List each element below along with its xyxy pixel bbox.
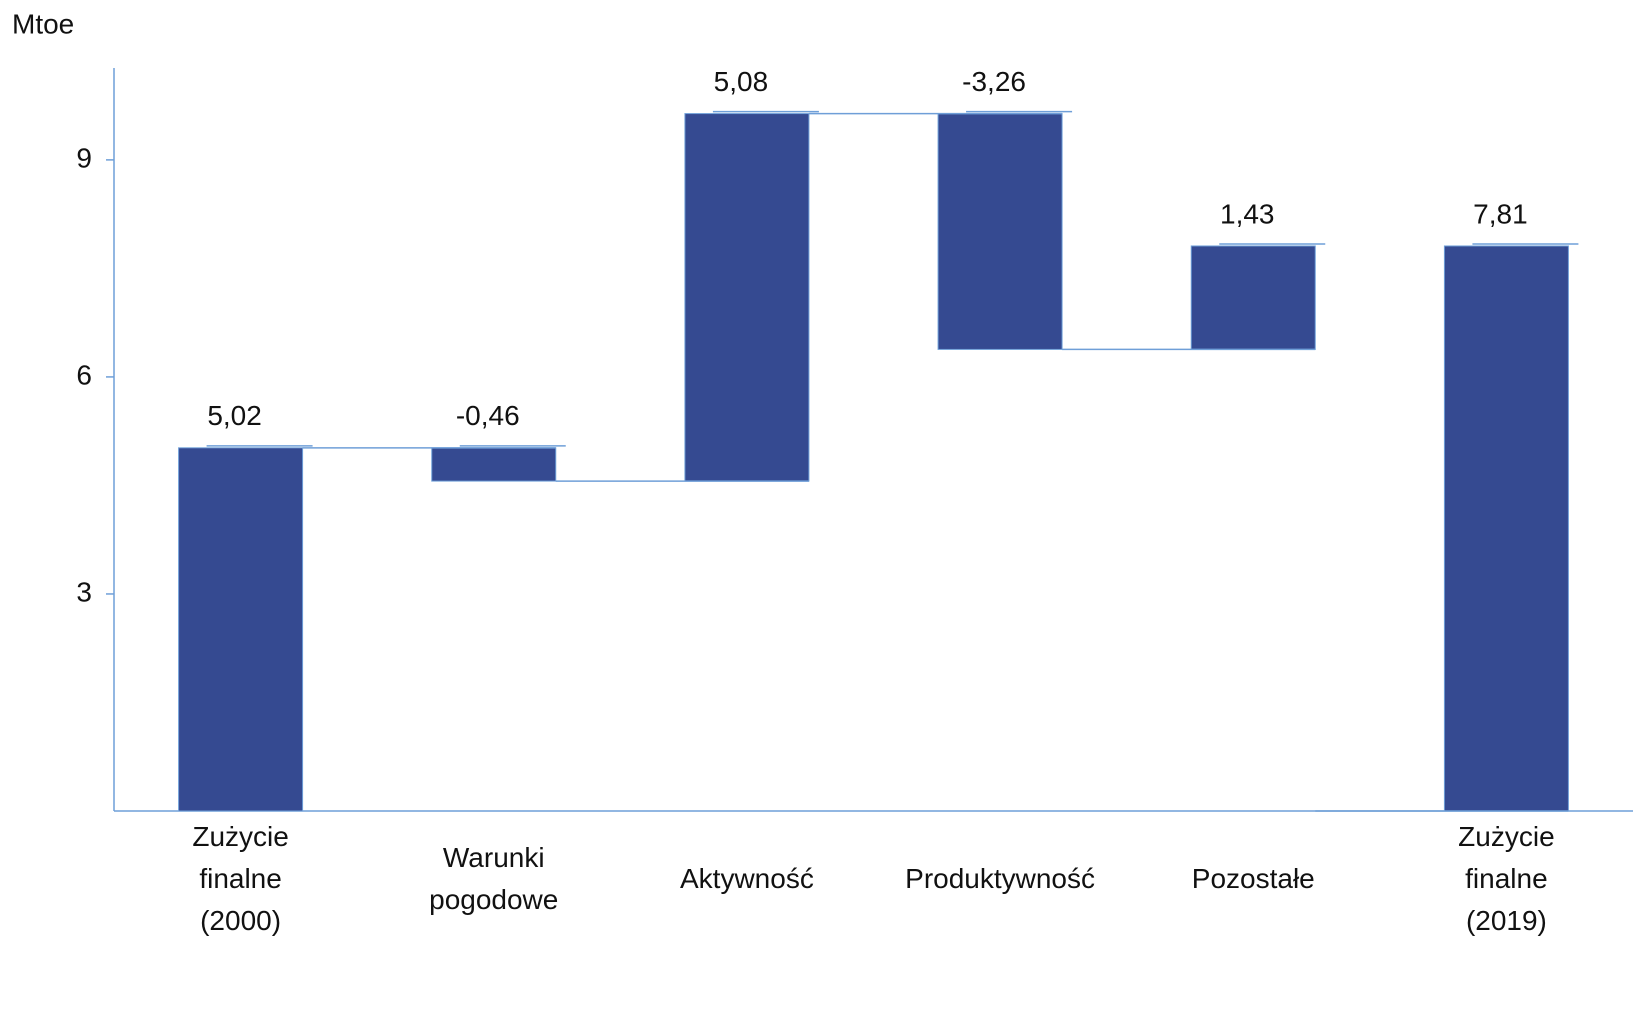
value-label: -3,26	[962, 66, 1026, 97]
y-axis-label: Mtoe	[12, 8, 74, 39]
y-tick-label: 3	[76, 576, 92, 607]
x-tick-label: Warunki pogodowe	[429, 842, 558, 915]
bar	[937, 113, 1063, 350]
value-label: 5,08	[714, 66, 769, 97]
y-tick-label: 9	[76, 142, 92, 173]
value-label: 7,81	[1473, 198, 1528, 229]
y-tick-label: 6	[76, 359, 92, 390]
x-tick-label: Zużycie finalne (2019)	[1458, 821, 1554, 936]
x-tick-label: Pozostałe	[1192, 863, 1315, 894]
value-label: -0,46	[456, 400, 520, 431]
value-label: 1,43	[1220, 198, 1275, 229]
bar	[684, 113, 810, 482]
x-tick-label: Zużycie finalne (2000)	[192, 821, 288, 936]
bar	[1190, 245, 1316, 350]
bar	[178, 447, 304, 812]
value-label: 5,02	[207, 400, 262, 431]
bar	[431, 447, 557, 482]
x-tick-label: Aktywność	[680, 863, 814, 894]
x-tick-label: Produktywność	[905, 863, 1095, 894]
bar	[1443, 245, 1569, 812]
